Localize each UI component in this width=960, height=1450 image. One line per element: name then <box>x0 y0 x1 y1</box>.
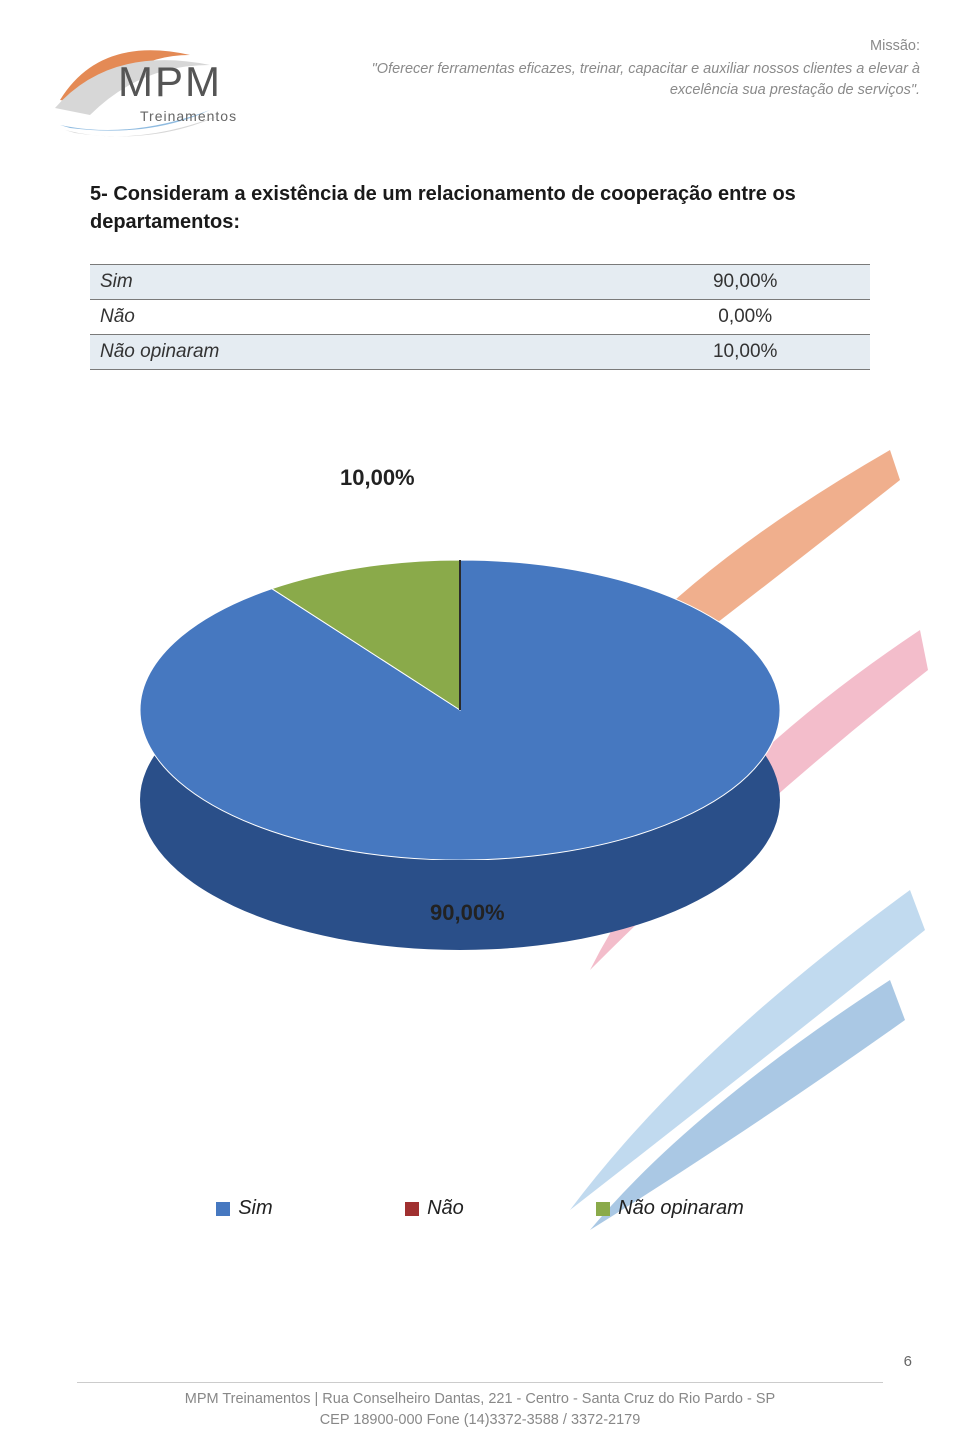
mission-title: Missão: <box>360 36 920 57</box>
legend-label: Não opinaram <box>618 1197 744 1220</box>
footer-divider <box>77 1382 883 1383</box>
table-cell-value: 0,00% <box>620 300 870 335</box>
data-table: Sim90,00%Não0,00%Não opinaram10,00% <box>90 264 870 370</box>
legend-label: Sim <box>238 1197 272 1220</box>
table-row: Sim90,00% <box>90 265 870 300</box>
slice-label-small: 10,00% <box>340 465 415 491</box>
legend-item: Não <box>405 1197 464 1220</box>
legend-marker-icon <box>216 1202 230 1216</box>
chart-area: 10,00% 90,00% Sim Não Não opinaram <box>90 410 870 1230</box>
question-text: 5- Consideram a existência de um relacio… <box>90 180 870 236</box>
table-row: Não opinaram10,00% <box>90 335 870 370</box>
table-cell-value: 10,00% <box>620 335 870 370</box>
legend-label: Não <box>427 1197 464 1220</box>
logo-text-main: MPM <box>118 58 222 106</box>
mission-body: "Oferecer ferramentas eficazes, treinar,… <box>372 61 920 98</box>
chart-legend: Sim Não Não opinaram <box>90 1197 870 1220</box>
legend-item: Sim <box>216 1197 272 1220</box>
table-cell-label: Sim <box>90 265 620 300</box>
table-row: Não0,00% <box>90 300 870 335</box>
content: 5- Consideram a existência de um relacio… <box>0 150 960 1230</box>
legend-item: Não opinaram <box>596 1197 744 1220</box>
pie-3d <box>140 500 780 930</box>
slice-label-big: 90,00% <box>430 900 505 926</box>
page-header: MPM Treinamentos Missão: "Oferecer ferra… <box>0 0 960 150</box>
logo: MPM Treinamentos <box>40 30 300 140</box>
footer-line1: MPM Treinamentos | Rua Conselheiro Danta… <box>0 1389 960 1409</box>
table-cell-value: 90,00% <box>620 265 870 300</box>
table-cell-label: Não <box>90 300 620 335</box>
pie-top <box>140 560 780 860</box>
page-footer: MPM Treinamentos | Rua Conselheiro Danta… <box>0 1382 960 1430</box>
mission-block: Missão: "Oferecer ferramentas eficazes, … <box>360 30 920 101</box>
legend-marker-icon <box>405 1202 419 1216</box>
page-number: 6 <box>904 1353 912 1370</box>
table-cell-label: Não opinaram <box>90 335 620 370</box>
legend-marker-icon <box>596 1202 610 1216</box>
footer-line2: CEP 18900-000 Fone (14)3372-3588 / 3372-… <box>0 1410 960 1430</box>
logo-text-sub: Treinamentos <box>140 108 237 124</box>
